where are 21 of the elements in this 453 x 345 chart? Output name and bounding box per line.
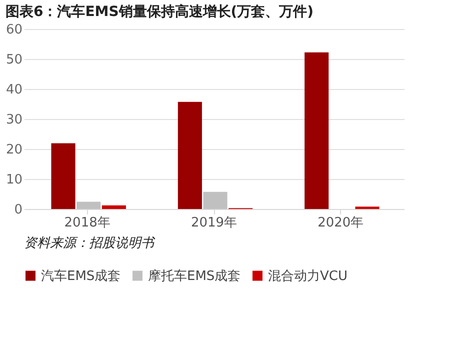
y-tick-label: 30 xyxy=(6,112,22,128)
bar xyxy=(203,192,228,209)
x-tick-label: 2020年 xyxy=(318,216,364,230)
y-tick-label: 0 xyxy=(14,202,22,218)
bar xyxy=(178,102,202,209)
text: 资料来源：招股说明书 xyxy=(24,236,156,251)
bar xyxy=(51,143,76,209)
bar xyxy=(304,52,329,209)
x-tick-label: 2018年 xyxy=(64,216,110,230)
chart-title: 图表6：汽车EMS销量保持高速增长(万套、万件) xyxy=(5,3,314,20)
y-tick-label: 10 xyxy=(6,172,22,188)
bar xyxy=(102,205,126,209)
x-tick-label: 2019年 xyxy=(190,216,238,230)
legend-label: 汽车EMS成套 xyxy=(41,268,121,284)
bar xyxy=(76,202,101,209)
legend-label: 混合动力VCU xyxy=(268,268,348,284)
y-tick-label: 20 xyxy=(6,142,22,158)
y-tick-label: 60 xyxy=(6,22,22,38)
y-tick-label: 40 xyxy=(6,82,22,98)
legend-label: 摩托车EMS成套 xyxy=(148,268,241,284)
y-tick-label: 50 xyxy=(6,52,22,68)
